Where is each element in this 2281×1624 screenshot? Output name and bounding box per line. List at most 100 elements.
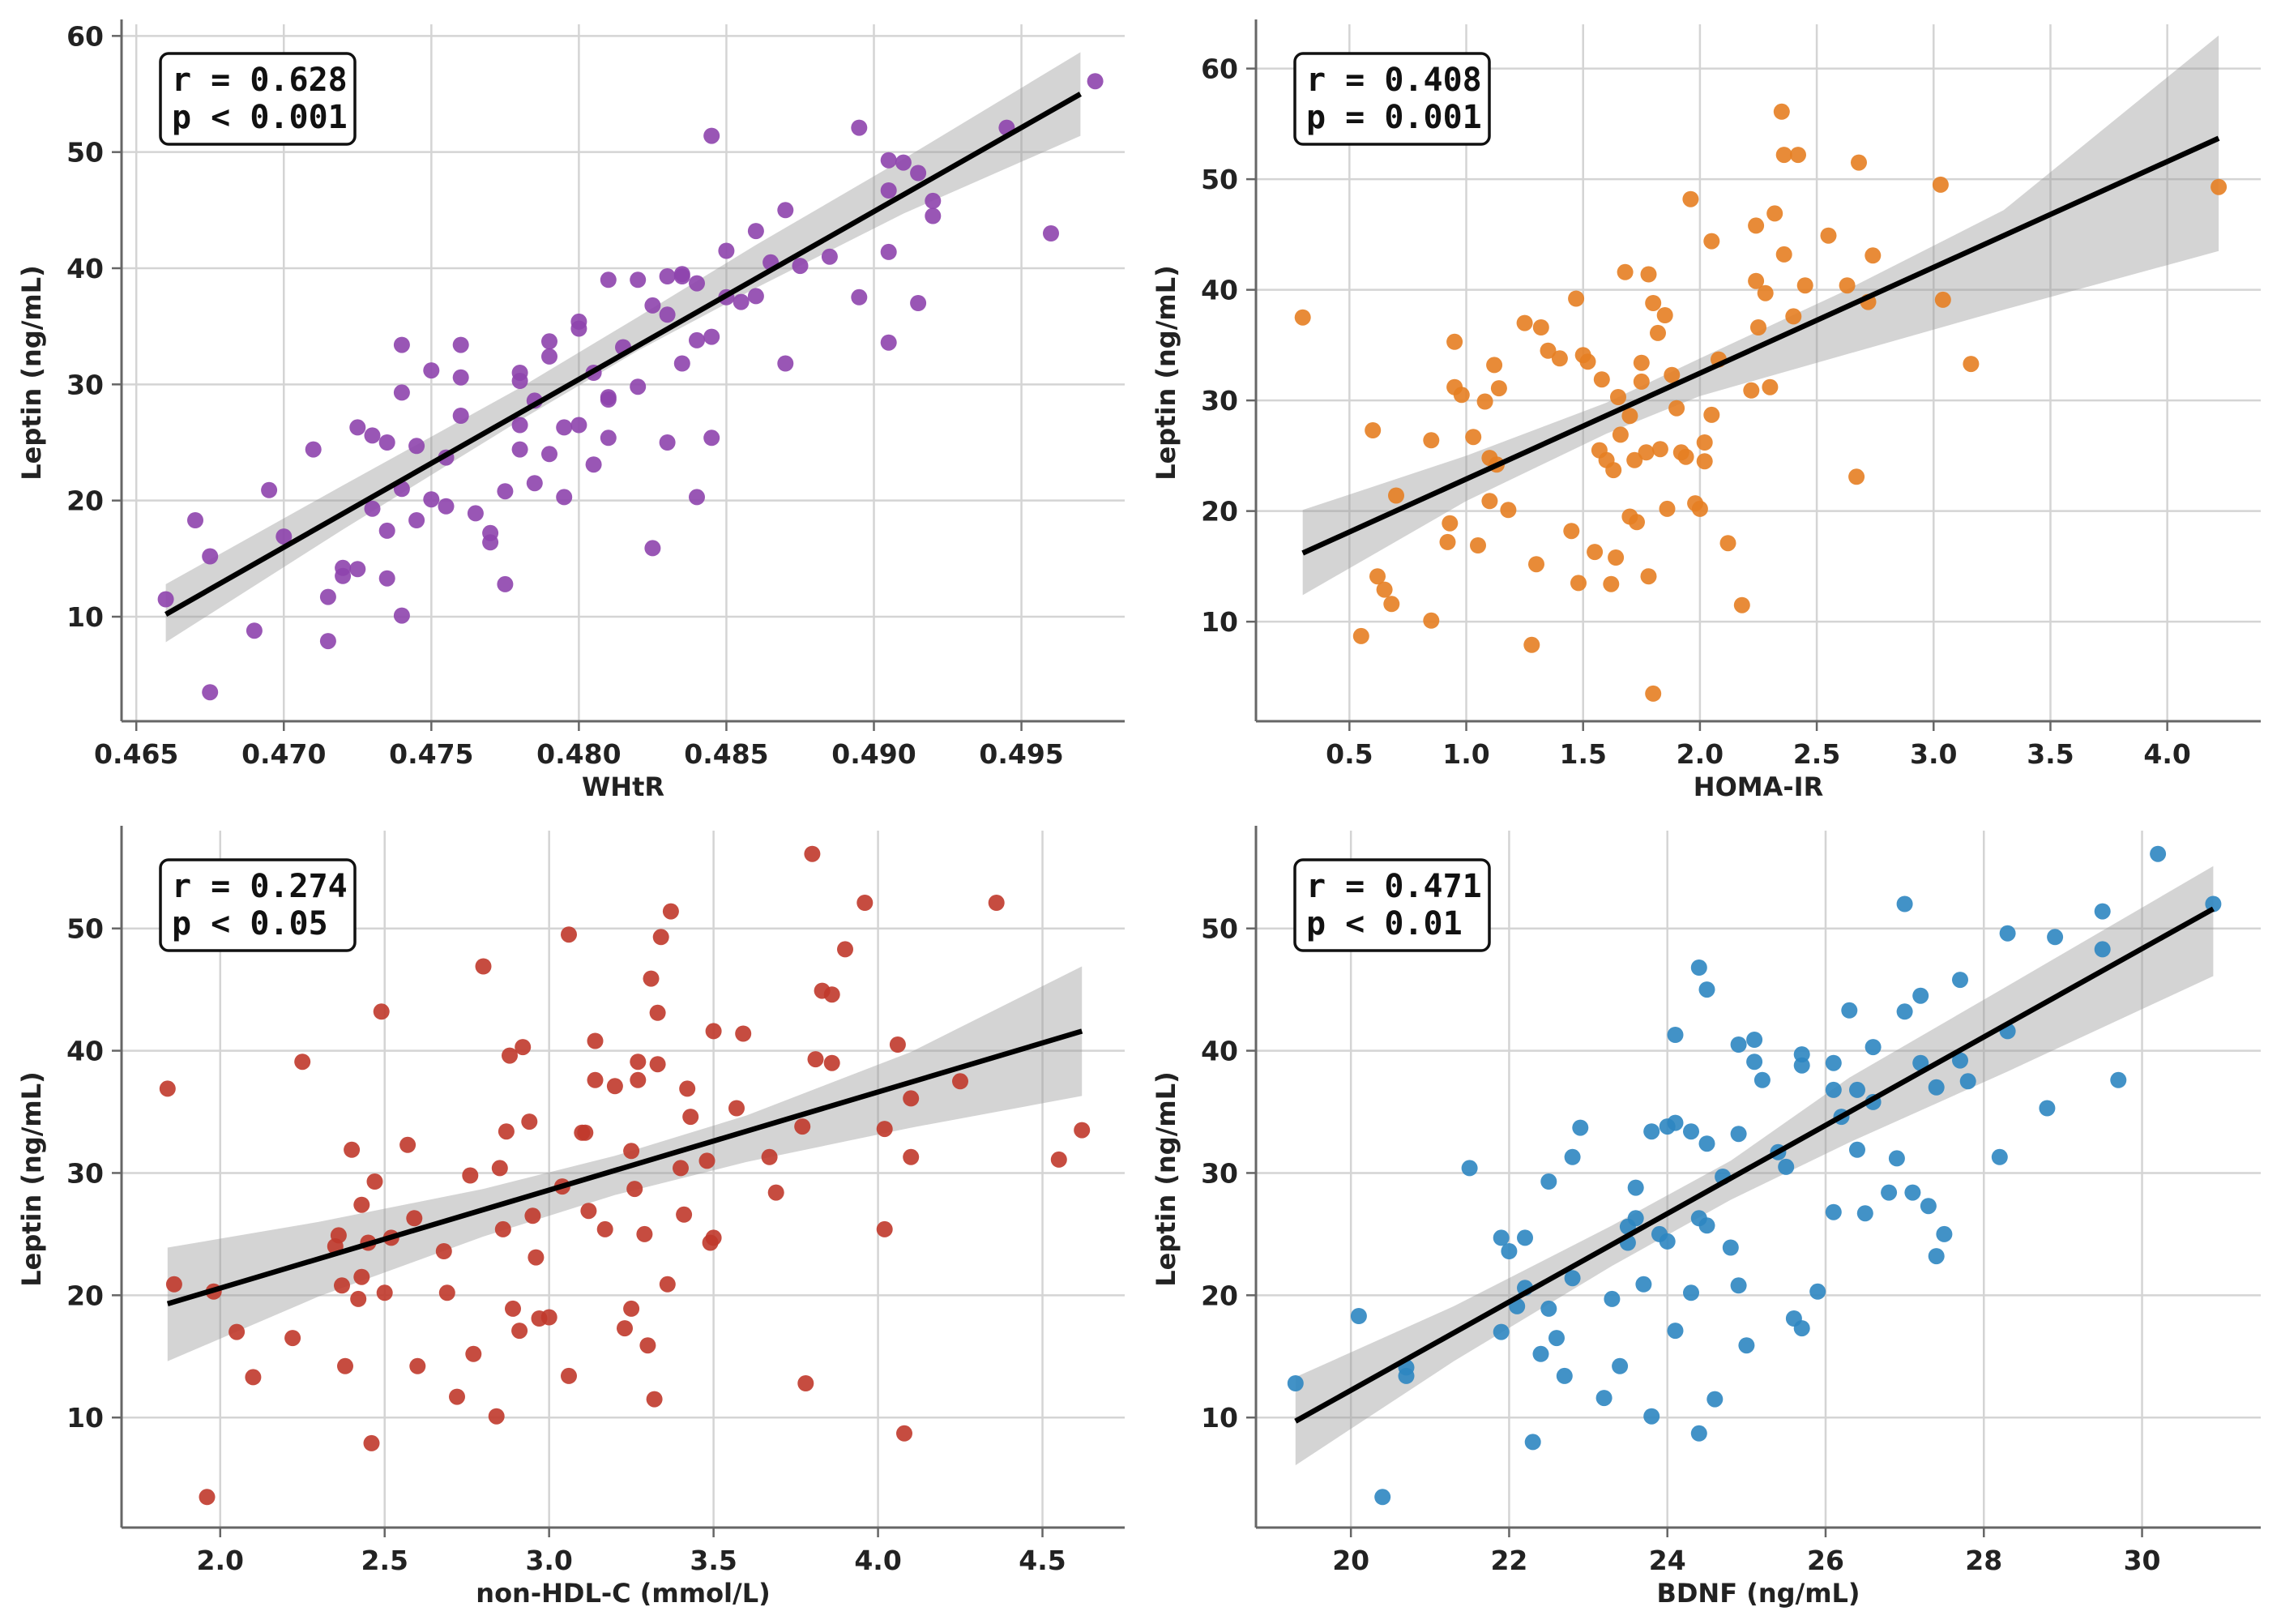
scatter-point bbox=[1778, 1158, 1795, 1175]
scatter-point bbox=[2094, 941, 2111, 958]
scatter-point bbox=[1563, 523, 1580, 540]
correlation-r-text: r = 0.274 bbox=[172, 868, 348, 905]
scatter-point bbox=[521, 1113, 538, 1130]
y-tick-label: 10 bbox=[66, 1402, 104, 1434]
scatter-point bbox=[1568, 290, 1585, 307]
scatter-point bbox=[659, 1276, 676, 1293]
scatter-point bbox=[837, 941, 853, 958]
scatter-point bbox=[1572, 1119, 1589, 1136]
scatter-point bbox=[541, 446, 557, 463]
scatter-point bbox=[1865, 1039, 1882, 1056]
scatter-point bbox=[1839, 277, 1856, 294]
scatter-point bbox=[1730, 1036, 1747, 1053]
scatter-point bbox=[673, 266, 690, 283]
scatter-point bbox=[1540, 342, 1557, 359]
scatter-point bbox=[895, 154, 912, 171]
regression-line bbox=[1294, 906, 2215, 1424]
y-tick-label: 30 bbox=[1201, 385, 1238, 417]
x-axis-label: HOMA-IR bbox=[1694, 771, 1823, 802]
scatter-panel-3: 2.0 2.5 3.0 3.5 4.0 4.5 10 20 30 40 50 non-HDL-C (m… bbox=[16, 826, 1125, 1609]
x-tick-label: 30 bbox=[2124, 1545, 2161, 1576]
y-axis-label: Leptin (ng/mL) bbox=[1151, 1071, 1181, 1287]
scatter-point bbox=[1651, 441, 1668, 458]
scatter-point bbox=[1517, 1229, 1533, 1246]
scatter-point bbox=[1635, 1276, 1652, 1293]
scatter-point bbox=[1934, 291, 1951, 308]
scatter-point bbox=[1570, 575, 1587, 592]
scatter-point bbox=[1698, 981, 1715, 998]
scatter-point bbox=[2150, 845, 2167, 862]
scatter-point bbox=[1888, 1150, 1905, 1167]
y-tick-label: 50 bbox=[66, 913, 104, 945]
scatter-point bbox=[1548, 1330, 1565, 1347]
scatter-point bbox=[1490, 380, 1507, 397]
scatter-point bbox=[1612, 1357, 1629, 1374]
scatter-point bbox=[679, 1080, 696, 1097]
p-value-text: p < 0.01 bbox=[1306, 905, 1463, 942]
scatter-point bbox=[644, 540, 661, 557]
x-tick-label: 20 bbox=[1332, 1545, 1369, 1576]
scatter-point bbox=[1896, 1003, 1913, 1020]
scatter-point bbox=[1738, 1337, 1755, 1354]
y-tick-label: 60 bbox=[66, 20, 104, 52]
x-tick-label: 0.485 bbox=[684, 738, 768, 770]
scatter-point bbox=[646, 1391, 663, 1408]
scatter-point bbox=[1579, 353, 1596, 370]
scatter-point bbox=[2110, 1071, 2127, 1088]
scatter-point bbox=[1848, 468, 1865, 485]
scatter-point bbox=[399, 1136, 416, 1153]
scatter-point bbox=[925, 207, 942, 224]
scatter-point bbox=[1691, 500, 1708, 517]
scatter-point bbox=[353, 1268, 370, 1285]
scatter-point bbox=[475, 958, 492, 975]
scatter-point bbox=[1532, 319, 1549, 335]
x-tick-label: 0.490 bbox=[831, 738, 916, 770]
scatter-point bbox=[910, 295, 927, 311]
scatter-point bbox=[1603, 575, 1620, 592]
scatter-point bbox=[526, 475, 543, 492]
x-tick-label: 26 bbox=[1807, 1545, 1844, 1576]
correlation-r-text: r = 0.471 bbox=[1306, 868, 1482, 905]
scatter-point bbox=[1775, 246, 1792, 263]
y-tick-label: 20 bbox=[1201, 496, 1238, 528]
scatter-point bbox=[1698, 1135, 1715, 1152]
scatter-point bbox=[199, 1489, 216, 1506]
x-tick-label: 2.5 bbox=[361, 1545, 408, 1576]
scatter-point bbox=[378, 434, 395, 451]
scatter-point bbox=[1633, 373, 1650, 390]
scatter-point bbox=[1369, 568, 1386, 585]
scatter-point bbox=[1775, 147, 1792, 164]
scatter-point bbox=[659, 306, 676, 323]
scatter-point bbox=[1793, 1320, 1810, 1337]
x-tick-label: 2.0 bbox=[1677, 738, 1724, 770]
scatter-point bbox=[1627, 1210, 1644, 1227]
regression-line bbox=[166, 1028, 1083, 1307]
scatter-point bbox=[600, 430, 617, 447]
scatter-point bbox=[2205, 895, 2222, 912]
scatter-point bbox=[1610, 389, 1626, 405]
stats-annotation-box bbox=[1293, 52, 1491, 146]
scatter-point bbox=[797, 1375, 814, 1391]
scatter-point bbox=[349, 419, 366, 436]
scatter-point bbox=[1476, 393, 1493, 410]
scatter-point bbox=[364, 500, 381, 517]
scatter-point bbox=[652, 929, 669, 946]
y-tick-label: 20 bbox=[1201, 1280, 1238, 1311]
scatter-point bbox=[1626, 451, 1643, 468]
y-tick-label: 40 bbox=[66, 253, 104, 284]
scatter-point bbox=[676, 1206, 693, 1223]
scatter-point bbox=[606, 1078, 623, 1095]
scatter-point bbox=[777, 355, 794, 372]
scatter-point bbox=[1643, 1408, 1660, 1425]
scatter-point bbox=[1999, 925, 2016, 942]
scatter-point bbox=[1398, 1367, 1415, 1384]
scatter-point bbox=[202, 548, 219, 565]
scatter-point bbox=[794, 1118, 811, 1135]
scatter-point bbox=[511, 441, 528, 458]
scatter-point bbox=[1753, 1071, 1771, 1088]
scatter-point bbox=[1617, 263, 1634, 280]
scatter-point bbox=[497, 575, 514, 592]
scatter-point bbox=[541, 333, 557, 350]
scatter-point bbox=[703, 430, 720, 447]
scatter-point bbox=[903, 1090, 920, 1107]
